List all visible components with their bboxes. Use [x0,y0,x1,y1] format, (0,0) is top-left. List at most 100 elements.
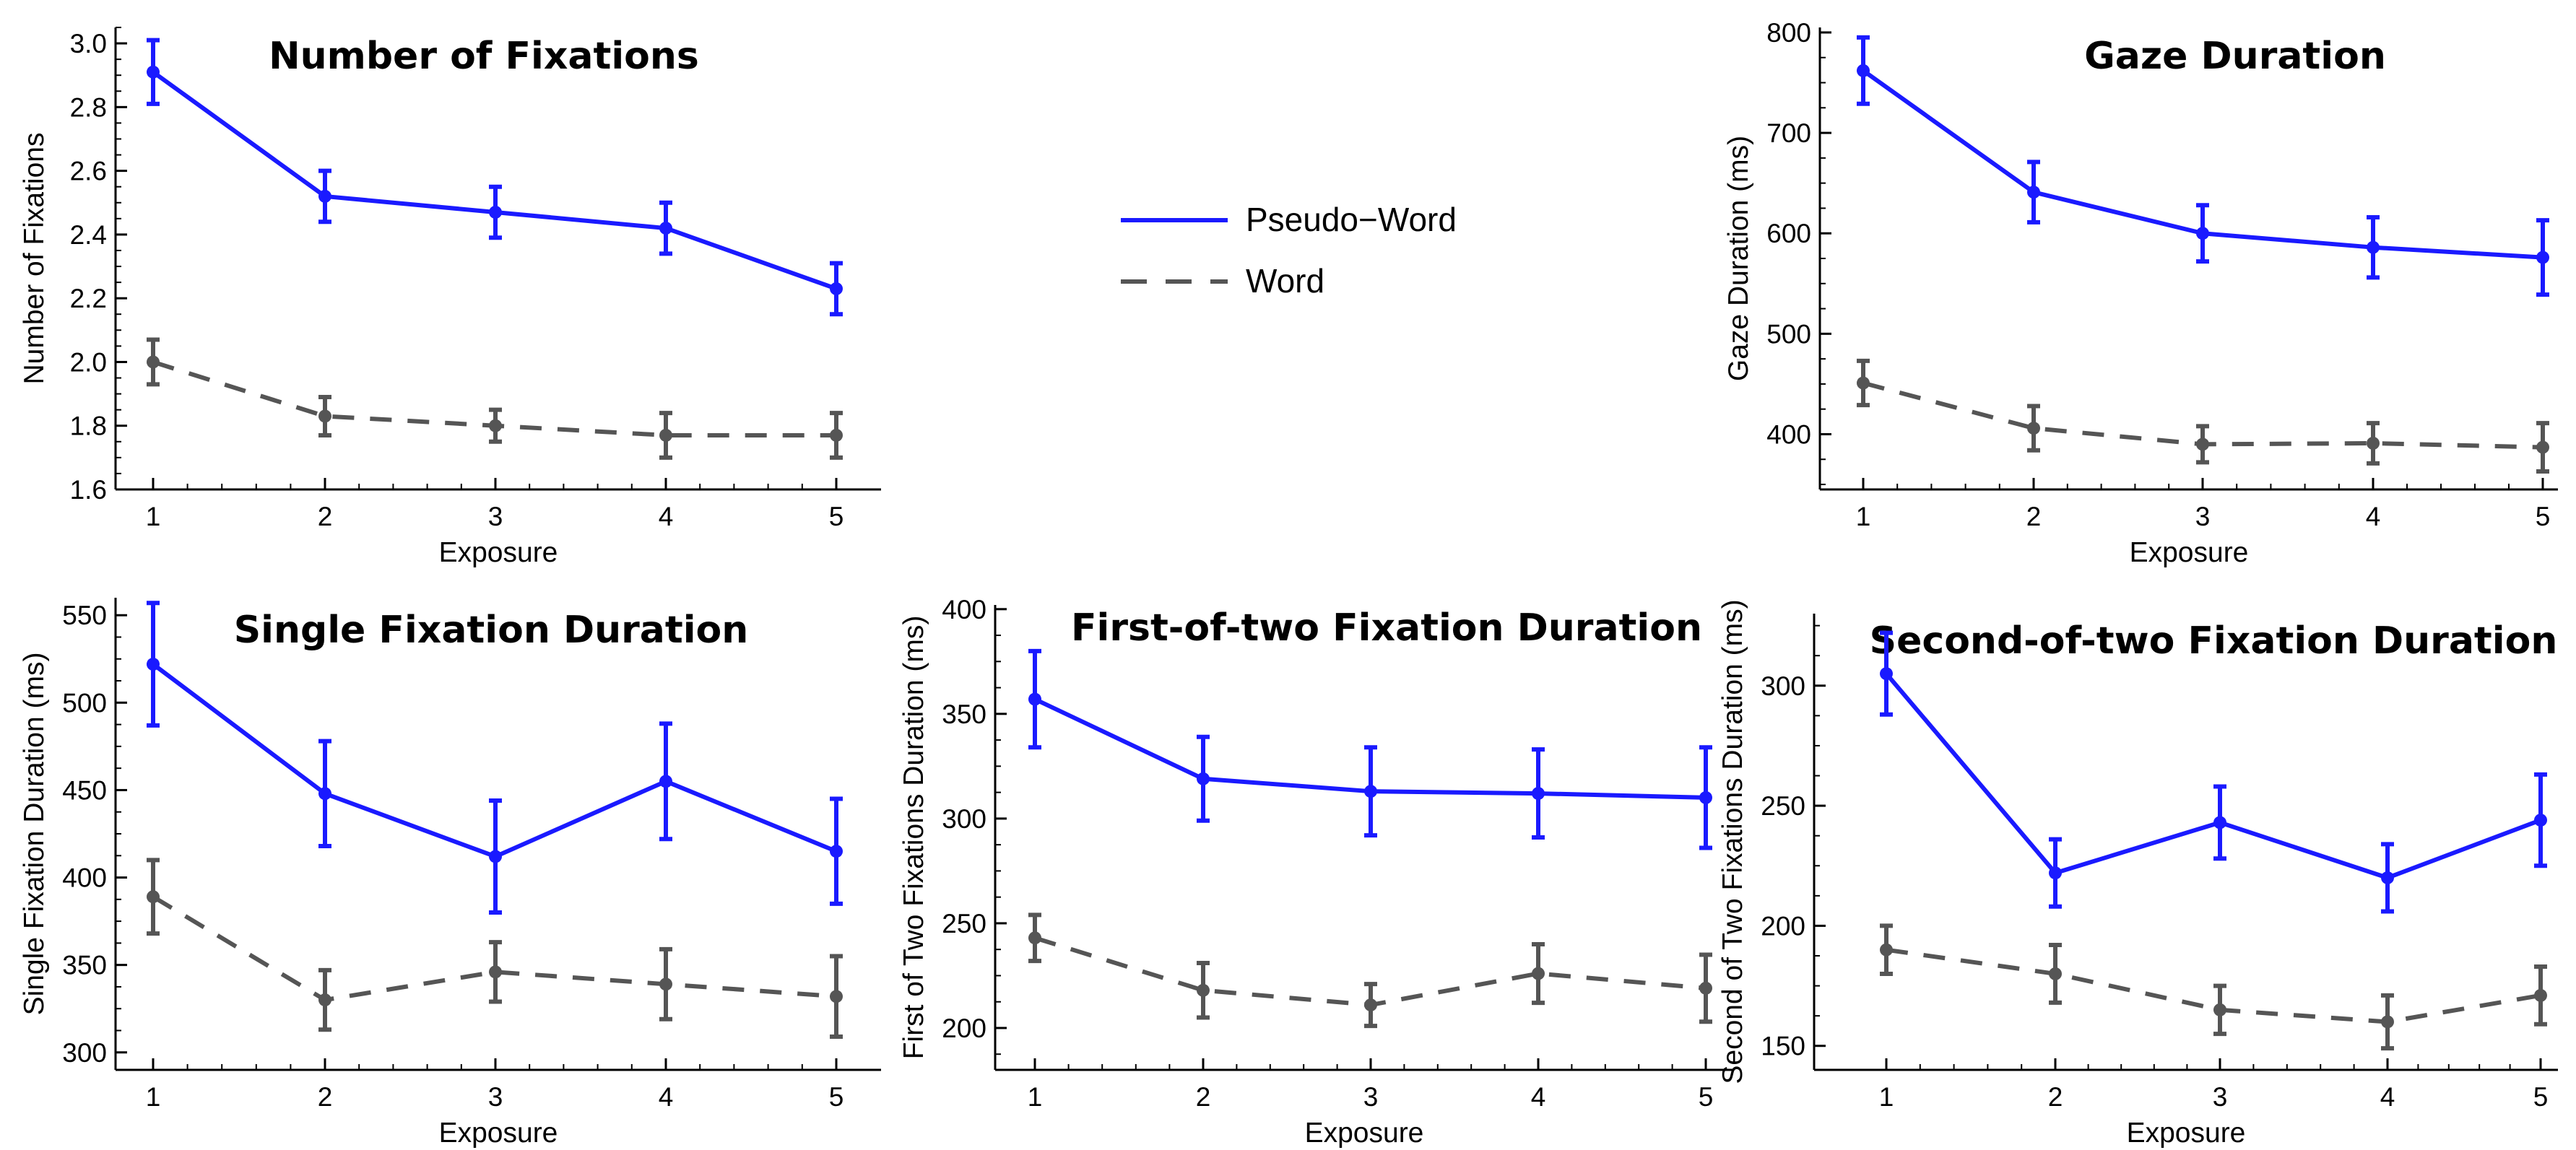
x-tick-label: 1 [1879,1082,1894,1112]
y-axis-label: Gaze Duration (ms) [1723,136,1754,381]
data-point [830,428,843,442]
x-tick-label: 5 [829,1082,844,1112]
y-tick-label: 200 [942,1014,986,1043]
data-point [1364,785,1377,798]
x-tick-label: 3 [1363,1082,1379,1112]
data-point [489,206,502,219]
y-tick-label: 400 [1766,419,1811,449]
data-point [659,775,672,788]
data-point [1880,943,1893,957]
y-tick-label: 350 [942,700,986,729]
y-tick-label: 150 [1761,1032,1805,1061]
x-tick-label: 4 [1531,1082,1546,1112]
data-point [2534,988,2547,1002]
x-tick-label: 3 [2195,502,2211,531]
x-tick-label: 4 [659,502,674,531]
x-tick-label: 3 [2213,1082,2228,1112]
data-point [147,65,160,79]
x-tick-label: 5 [2536,502,2551,531]
x-tick-label: 2 [318,502,333,531]
data-point [2027,186,2040,199]
x-tick-label: 3 [488,1082,503,1112]
y-tick-label: 250 [1761,791,1805,821]
data-point [2213,1003,2226,1016]
y-axis-label: Single Fixation Duration (ms) [19,653,50,1016]
data-point [318,189,331,203]
data-point [1364,998,1377,1012]
chart-panel-1: 1 2 3 4 5 1.6 1.8 2.0 2.2 2.4 2.6 2.8 3.0 Exposure Num… [19,27,881,568]
chart-title: Second-of-two Fixation Duration [1870,619,2558,663]
x-tick-label: 1 [1856,502,1871,531]
data-point [830,282,843,295]
legend-pseudo-word-label: Pseudo−Word [1246,201,1457,238]
x-tick-label: 4 [2366,502,2381,531]
series-line-pseudo-word [1884,672,2542,880]
y-tick-label: 450 [62,775,107,805]
data-point [147,355,160,369]
data-point [147,890,160,904]
y-tick-label: 1.8 [70,411,107,441]
data-point [659,428,672,442]
data-point [1532,787,1545,801]
y-tick-label: 500 [62,688,107,718]
y-tick-label: 500 [1766,319,1811,349]
chart-title: Single Fixation Duration [234,609,749,652]
x-tick-label: 2 [318,1082,333,1112]
data-point [2381,1015,2394,1029]
y-axis-label: First of Two Fixations Duration (ms) [898,616,929,1060]
data-point [1197,772,1210,785]
y-tick-label: 2.4 [70,220,107,250]
x-axis-label: Exposure [439,1118,558,1149]
series-line-word [152,894,837,1003]
data-point [1532,967,1545,980]
data-point [2536,440,2549,454]
y-axis-label: Number of Fixations [19,133,50,385]
x-tick-label: 1 [146,502,161,531]
data-point [659,977,672,991]
data-point [2381,871,2394,884]
y-tick-label: 300 [942,804,986,834]
y-tick-label: 300 [62,1038,107,1068]
data-point [830,990,843,1003]
data-point [489,850,502,863]
chart-title: Gaze Duration [2084,35,2386,78]
y-tick-label: 300 [1761,671,1805,701]
x-tick-label: 2 [2026,502,2042,531]
x-tick-label: 2 [1196,1082,1211,1112]
y-tick-label: 700 [1766,118,1811,148]
data-point [2196,437,2209,451]
y-tick-label: 400 [62,863,107,893]
data-point [489,419,502,432]
data-point [1028,692,1041,706]
data-point [147,658,160,671]
data-point [1880,667,1893,681]
chart-panel-5: 1 2 3 4 5 150 200 250 300 Exposure Second of Two F… [1717,599,2558,1149]
y-tick-label: 200 [1761,911,1805,941]
data-point [659,222,672,235]
data-point [830,845,843,858]
y-tick-label: 350 [62,951,107,980]
data-point [2049,967,2062,980]
chart-panel-3: 1 2 3 4 5 300 350 400 450 500 550 Exposure Single Fi… [19,598,881,1149]
chart-panel-4: 1 2 3 4 5 200 250 300 350 400 Exposure First of Two… [898,595,1733,1149]
x-tick-label: 5 [1699,1082,1714,1112]
legend: Pseudo−Word Word [1121,201,1457,300]
y-tick-label: 2.8 [70,92,107,122]
chart-panel-2: 1 2 3 4 5 400 500 600 700 800 Exposure Gaze Duratio… [1723,18,2558,568]
x-tick-label: 1 [146,1082,161,1112]
y-tick-label: 2.0 [70,347,107,377]
data-point [1857,376,1870,390]
data-point [2536,251,2549,264]
y-tick-label: 2.2 [70,284,107,313]
x-tick-label: 1 [1028,1082,1043,1112]
chart-title: First-of-two Fixation Duration [1071,606,1702,650]
y-tick-label: 1.6 [70,475,107,505]
x-tick-label: 2 [2048,1082,2063,1112]
x-tick-label: 5 [829,502,844,531]
data-point [2049,866,2062,880]
data-point [1857,64,1870,77]
data-point [1197,983,1210,997]
data-point [2027,422,2040,435]
y-tick-label: 250 [942,909,986,938]
data-point [2534,814,2547,827]
